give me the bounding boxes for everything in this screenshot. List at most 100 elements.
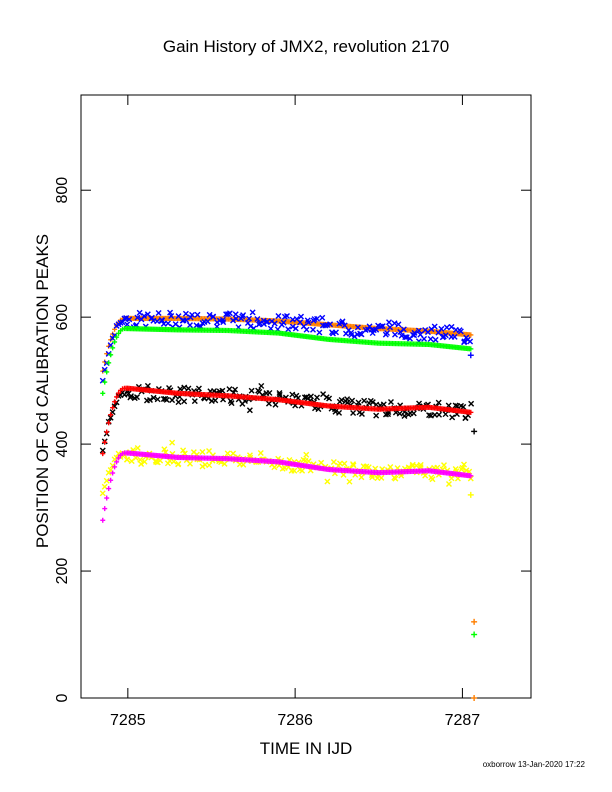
data-point [246,407,253,414]
data-point [132,454,139,461]
data-point [354,324,361,331]
data-point [138,461,145,468]
data-point [194,311,201,318]
data-point [110,405,116,411]
data-point [224,450,231,457]
data-point [271,464,278,471]
data-point [127,393,134,400]
data-point [421,335,428,342]
data-point [438,325,445,332]
data-point [298,313,305,320]
data-point [116,455,122,461]
data-point [448,323,455,330]
data-point [391,331,398,338]
data-point [114,394,120,400]
data-point [448,475,455,482]
data-point [154,396,161,403]
data-point [327,321,334,328]
data-point [358,410,365,417]
data-point [141,312,148,319]
data-point [271,320,278,327]
y-tick-label: 800 [54,177,71,204]
data-point [449,414,456,421]
data-point [411,329,418,336]
data-point [210,313,217,320]
data-point [232,386,239,393]
data-point [116,330,122,336]
data-point [432,336,439,343]
data-point [230,450,237,457]
data-point [181,384,188,391]
data-point [471,631,478,638]
data-point [159,317,166,324]
footer-timestamp: oxborrow 13-Jan-2020 17:22 [483,760,586,769]
data-point [339,318,346,325]
data-point [468,400,475,407]
data-points [99,309,478,701]
data-point [467,491,474,498]
data-point [121,391,128,398]
data-point [108,477,114,483]
y-tick-label: 600 [54,304,71,331]
data-point [340,471,347,478]
data-point [187,460,194,467]
x-tick-label: 7287 [445,712,481,729]
data-point [387,324,393,331]
data-point [386,319,392,326]
data-point [99,447,106,454]
data-point [141,458,148,465]
x-axis-label: TIME IN IJD [260,739,353,758]
data-point [299,467,306,474]
data-point [316,329,323,336]
data-point [163,396,170,403]
data-point [283,313,290,319]
data-point [219,316,226,323]
data-point [157,457,164,464]
data-point [227,398,234,405]
data-point [468,473,474,479]
data-point [460,403,467,410]
data-point [350,462,357,469]
data-point [401,412,408,419]
data-point [230,317,237,324]
data-point [110,345,116,351]
data-point [289,391,296,398]
data-point [400,326,407,333]
data-point [206,311,213,318]
data-point [240,312,247,319]
y-axis-label: POSITION OF Cd CALIBRATION PEAKS [33,234,52,548]
data-point [373,326,380,333]
data-point [361,397,368,404]
data-point [326,395,333,402]
data-point [112,339,118,345]
data-point [272,401,279,408]
data-point [167,309,174,316]
data-point [126,316,133,323]
data-point [100,390,106,396]
data-point [123,314,130,321]
data-point [103,477,110,484]
data-point [303,326,310,333]
axes: 7285 7286 7287 0 200 400 600 800 [54,95,531,729]
data-point [468,332,474,338]
data-point [397,328,404,335]
data-point [379,323,386,330]
data-point [385,411,392,418]
data-point [459,464,466,471]
data-point [102,506,108,512]
data-point [175,399,182,406]
data-point [155,310,162,317]
data-point [358,474,365,481]
data-point [137,456,144,463]
data-point [330,458,337,465]
data-point [99,490,106,497]
data-point [398,332,405,339]
data-point [204,318,211,325]
data-point [395,321,402,328]
data-point [182,310,189,317]
data-point [134,444,141,451]
data-point [445,480,452,487]
data-point [309,326,316,333]
data-point [175,313,182,320]
data-point [348,331,355,338]
